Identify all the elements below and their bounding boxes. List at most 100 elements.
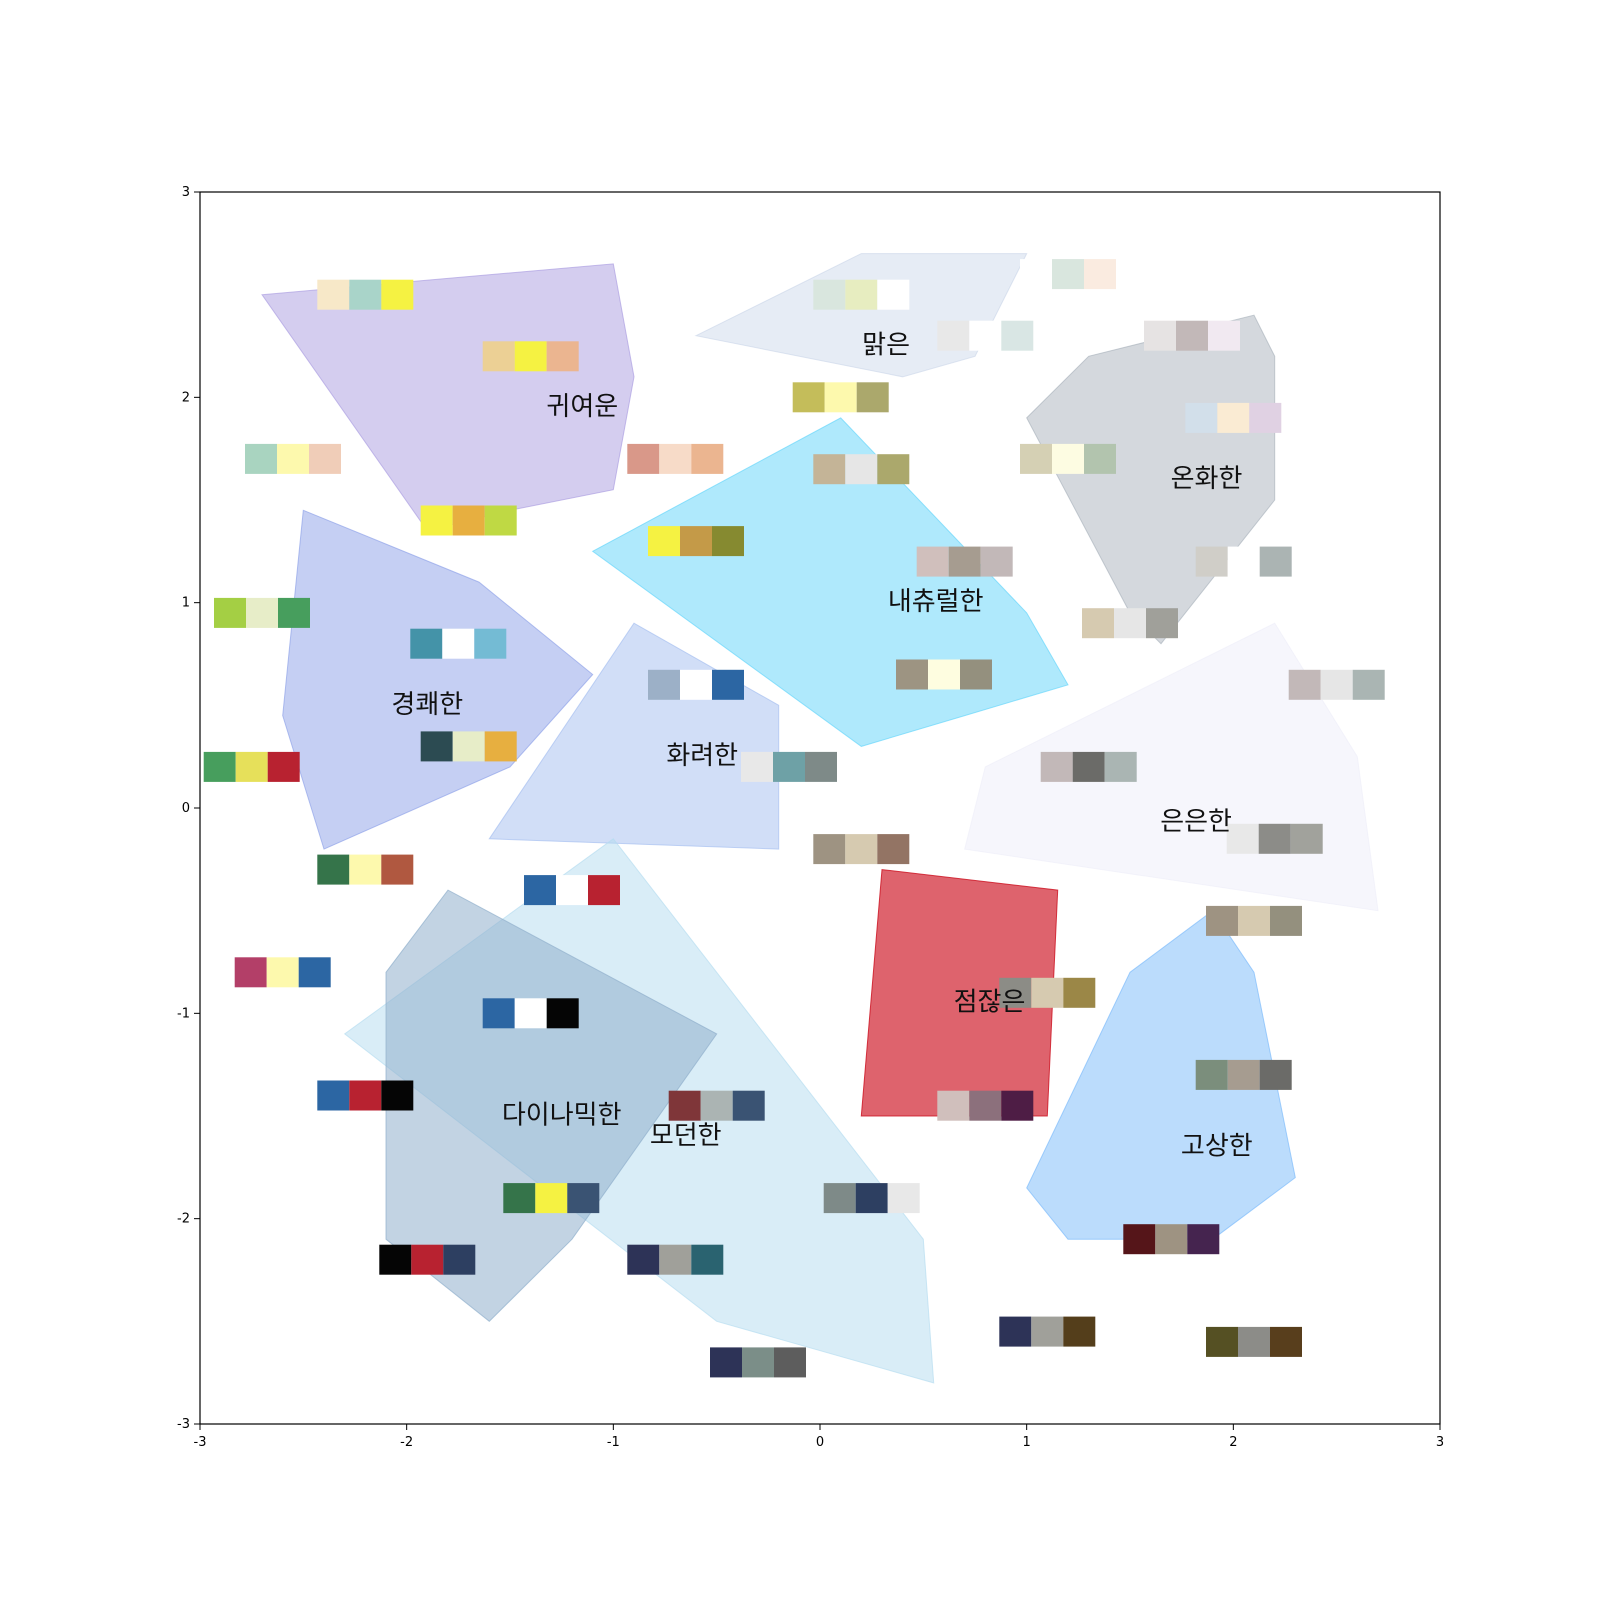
palette-swatch <box>381 1080 414 1111</box>
palette-marker-37 <box>937 1090 1034 1121</box>
palette-swatch <box>443 1244 476 1275</box>
x-tick-label: -3 <box>194 1435 207 1450</box>
palette-swatch <box>877 834 910 865</box>
region-hull-4 <box>282 509 594 850</box>
palette-swatch <box>234 957 267 988</box>
palette-marker-38 <box>503 1183 600 1214</box>
region-label-6: 은은한 <box>1160 807 1232 837</box>
palette-swatch <box>948 546 981 577</box>
y-tick-label: 0 <box>182 801 190 816</box>
palette-swatch <box>452 731 485 762</box>
palette-swatch <box>960 659 992 690</box>
palette-swatch <box>916 546 949 577</box>
palette-marker-29 <box>524 875 620 906</box>
palette-swatch <box>1155 1224 1188 1255</box>
palette-swatch <box>1290 823 1323 854</box>
palette-swatch <box>1082 608 1114 639</box>
palette-swatch <box>514 998 547 1029</box>
palette-swatch <box>317 279 350 310</box>
palette-marker-5 <box>648 526 744 557</box>
palette-swatch <box>813 834 846 865</box>
palette-marker-21 <box>203 751 300 782</box>
palette-swatch <box>514 341 547 372</box>
palette-swatch <box>680 526 712 557</box>
palette-swatch <box>420 731 453 762</box>
palette-swatch <box>712 526 744 557</box>
palette-swatch <box>482 998 515 1029</box>
palette-swatch <box>474 628 507 659</box>
palette-swatch <box>546 998 579 1029</box>
palette-swatch <box>659 443 692 474</box>
axes-layer: -3 -2 -1 0 1 2 3 -3 -2 -1 0 1 2 3 <box>177 185 1444 1450</box>
palette-swatch <box>203 751 236 782</box>
palette-swatch <box>1227 1059 1260 1090</box>
palette-swatch <box>1206 905 1238 936</box>
palette-swatch <box>1238 905 1270 936</box>
palette-swatch <box>845 834 878 865</box>
palette-swatch <box>1063 977 1096 1008</box>
palette-swatch <box>1031 977 1064 1008</box>
palette-swatch <box>896 659 928 690</box>
palette-swatch <box>1020 443 1052 474</box>
palette-swatch <box>710 1347 742 1378</box>
y-tick-label: -1 <box>177 1006 190 1021</box>
y-tick-label: 2 <box>182 390 190 405</box>
palette-swatch <box>999 977 1032 1008</box>
palette-marker-6 <box>813 279 910 310</box>
y-tick-label: -2 <box>177 1212 190 1227</box>
palette-swatch <box>937 320 970 351</box>
palette-marker-31 <box>234 957 331 988</box>
palette-marker-7 <box>1020 259 1116 290</box>
palette-swatch <box>1001 1090 1034 1121</box>
palette-swatch <box>691 1244 724 1275</box>
palette-swatch <box>680 669 712 700</box>
palette-swatch <box>349 854 382 885</box>
palette-marker-11 <box>792 382 889 413</box>
palette-swatch <box>411 1244 444 1275</box>
palette-swatch <box>845 279 878 310</box>
palette-swatch <box>1270 905 1302 936</box>
palette-marker-8 <box>937 320 1034 351</box>
palette-swatch <box>235 751 268 782</box>
palette-swatch <box>1195 1059 1228 1090</box>
palette-swatch <box>1226 823 1259 854</box>
palette-swatch <box>452 505 485 536</box>
region-hull-7 <box>860 869 1059 1117</box>
y-tick-label: -3 <box>177 1417 190 1432</box>
palette-marker-3 <box>420 505 517 536</box>
region-label-1: 맑은 <box>862 331 910 361</box>
palette-marker-40 <box>379 1244 476 1275</box>
palette-swatch <box>503 1183 536 1214</box>
palette-swatch <box>524 875 556 906</box>
palette-marker-41 <box>627 1244 724 1275</box>
palette-swatch <box>648 669 680 700</box>
palettes-layer <box>203 259 1385 1378</box>
palette-swatch <box>792 382 825 413</box>
palette-swatch <box>877 279 910 310</box>
x-tick-label: -1 <box>607 1435 620 1450</box>
palette-marker-18 <box>1288 669 1385 700</box>
palette-swatch <box>1195 546 1228 577</box>
palette-swatch <box>1144 320 1176 351</box>
palette-swatch <box>381 279 414 310</box>
palette-swatch <box>648 526 680 557</box>
palette-swatch <box>1084 259 1116 290</box>
palette-swatch <box>969 1090 1002 1121</box>
palette-swatch <box>1063 1316 1096 1347</box>
palette-swatch <box>1176 320 1208 351</box>
palette-swatch <box>1259 546 1292 577</box>
palette-swatch <box>813 454 846 485</box>
palette-marker-20 <box>410 628 507 659</box>
palette-swatch <box>1217 402 1250 433</box>
palette-swatch <box>277 443 309 474</box>
palette-swatch <box>813 279 846 310</box>
palette-swatch <box>1072 751 1105 782</box>
x-tick-label: 2 <box>1229 1435 1237 1450</box>
palette-swatch <box>1270 1326 1302 1357</box>
palette-marker-16 <box>1082 608 1178 639</box>
palette-marker-24 <box>741 751 837 782</box>
palette-swatch <box>546 341 579 372</box>
region-label-8: 모던한 <box>650 1121 722 1151</box>
palette-swatch <box>1052 443 1084 474</box>
